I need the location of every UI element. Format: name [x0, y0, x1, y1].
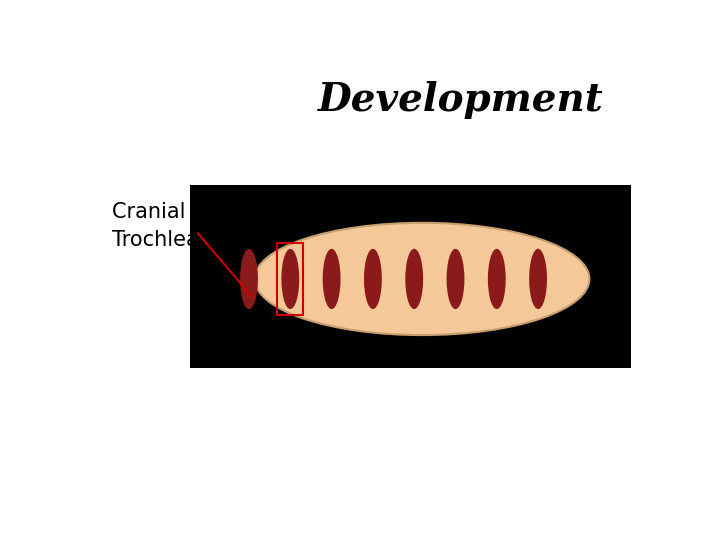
- Ellipse shape: [488, 249, 505, 309]
- Bar: [190, 185, 631, 368]
- Ellipse shape: [282, 249, 300, 309]
- Ellipse shape: [323, 249, 341, 309]
- Text: Development: Development: [318, 82, 603, 119]
- Bar: [277, 243, 303, 315]
- Ellipse shape: [446, 249, 464, 309]
- Ellipse shape: [364, 249, 382, 309]
- Ellipse shape: [529, 249, 547, 309]
- Text: Cranial Nerve IV =
Trochlear Nerve: Cranial Nerve IV = Trochlear Nerve: [112, 202, 306, 250]
- Ellipse shape: [405, 249, 423, 309]
- Ellipse shape: [255, 223, 590, 335]
- Ellipse shape: [240, 249, 258, 309]
